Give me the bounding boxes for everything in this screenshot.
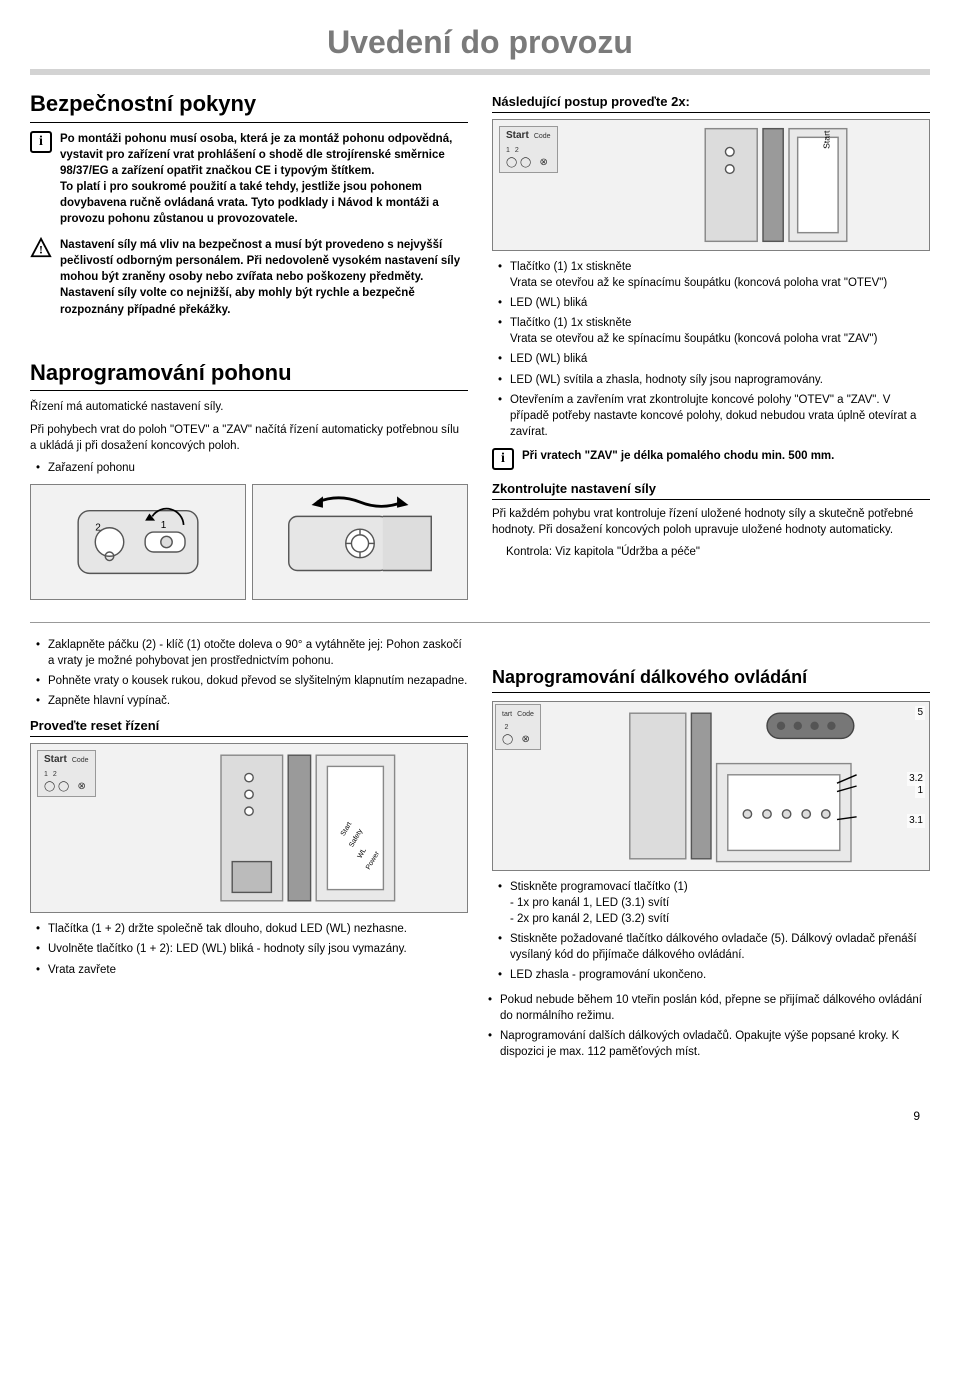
list-item: Tlačítko (1) 1x stiskněteVrata se otevřo… xyxy=(510,315,930,347)
engage-diagram-row: 2 1 xyxy=(30,484,468,600)
list-item: Zaklapněte páčku (2) - klíč (1) otočte d… xyxy=(48,637,468,669)
svg-text:!: ! xyxy=(39,243,43,257)
programming-heading: Naprogramování pohonu xyxy=(30,358,468,392)
right-column: Následující postup proveďte 2x: Start Co… xyxy=(492,85,930,608)
twice-info-box: i Při vratech "ZAV" je délka pomalého ch… xyxy=(492,448,930,470)
reset-steps: Tlačítka (1 + 2) držte společně tak dlou… xyxy=(30,921,468,977)
svg-text:2: 2 xyxy=(95,522,101,533)
safety-warn-text: Nastavení síly má vliv na bezpečnost a m… xyxy=(60,237,468,317)
mid-divider xyxy=(30,622,930,623)
remote-heading: Naprogramování dálkového ovládání xyxy=(492,665,930,693)
safety-heading: Bezpečnostní pokyny xyxy=(30,89,468,123)
info-icon: i xyxy=(30,131,52,153)
list-item: Tlačítko (1) 1x stiskněteVrata se otevřo… xyxy=(510,259,930,291)
reset-diagram: Start Code 1 2 ◯ ◯ ⊗ Power WL Safety Sta… xyxy=(30,743,468,913)
bottom-columns: Zaklapněte páčku (2) - klíč (1) otočte d… xyxy=(30,637,930,1068)
list-item: Uvolněte tlačítko (1 + 2): LED (WL) blik… xyxy=(48,941,468,957)
programming-intro1: Řízení má automatické nastavení síly. xyxy=(30,399,468,415)
programming-step1: Zařazení pohonu xyxy=(48,460,468,476)
force-p2: Kontrola: Viz kapitola "Údržba a péče" xyxy=(506,544,930,560)
list-item: Tlačítka (1 + 2) držte společně tak dlou… xyxy=(48,921,468,937)
list-item: Zapněte hlavní vypínač. xyxy=(48,693,468,709)
warning-icon: ! xyxy=(30,237,52,259)
after-diagram-steps: Zaklapněte páčku (2) - klíč (1) otočte d… xyxy=(30,637,468,709)
title-divider xyxy=(30,69,930,75)
list-item: Stiskněte programovací tlačítko (1) - 1x… xyxy=(510,879,930,927)
page-number: 9 xyxy=(30,1108,930,1125)
engage-diagram-2 xyxy=(252,484,468,600)
safety-warn-box: ! Nastavení síly má vliv na bezpečnost a… xyxy=(30,237,468,317)
left-column-bottom: Zaklapněte páčku (2) - klíč (1) otočte d… xyxy=(30,637,468,1068)
list-item: Vrata zavřete xyxy=(48,962,468,978)
remote-diagram: tart Code 2 ◯ ⊗ 5 3.2 1 3.1 xyxy=(492,701,930,871)
list-item: LED (WL) bliká xyxy=(510,351,930,367)
force-p1: Při každém pohybu vrat kontroluje řízení… xyxy=(492,506,930,538)
left-column: Bezpečnostní pokyny i Po montáži pohonu … xyxy=(30,85,468,608)
twice-steps: Tlačítko (1) 1x stiskněteVrata se otevřo… xyxy=(492,259,930,440)
remote-notes: Pokud nebude během 10 vteřin poslán kód,… xyxy=(492,992,930,1060)
list-item: LED (WL) bliká xyxy=(510,295,930,311)
remote-steps: Stiskněte programovací tlačítko (1) - 1x… xyxy=(492,879,930,984)
force-heading: Zkontrolujte nastavení síly xyxy=(492,480,930,500)
list-item: Stiskněte požadované tlačítko dálkového … xyxy=(510,931,930,963)
list-item: LED (WL) svítila a zhasla, hodnoty síly … xyxy=(510,372,930,388)
engage-diagram-1: 2 1 xyxy=(30,484,246,600)
list-item: Pokud nebude během 10 vteřin poslán kód,… xyxy=(500,992,930,1024)
safety-info-text: Po montáži pohonu musí osoba, která je z… xyxy=(60,131,468,228)
twice-info-text: Při vratech "ZAV" je délka pomalého chod… xyxy=(522,448,930,470)
right-column-bottom: Naprogramování dálkového ovládání tart C… xyxy=(492,637,930,1068)
programming-step1-list: Zařazení pohonu xyxy=(30,460,468,476)
list-item: Naprogramování dalších dálkových ovladač… xyxy=(500,1028,930,1060)
svg-text:Start: Start xyxy=(821,130,831,149)
twice-diagram: Start Code 1 2 ◯ ◯ ⊗ Start xyxy=(492,119,930,251)
top-columns: Bezpečnostní pokyny i Po montáži pohonu … xyxy=(30,85,930,608)
list-item: Otevřením a zavřením vrat zkontrolujte k… xyxy=(510,392,930,440)
page-title: Uvedení do provozu xyxy=(30,20,930,65)
programming-intro2: Při pohybech vrat do poloh "OTEV" a "ZAV… xyxy=(30,422,468,454)
svg-text:1: 1 xyxy=(161,520,167,531)
twice-heading: Následující postup proveďte 2x: xyxy=(492,93,930,113)
list-item: LED zhasla - programování ukončeno. xyxy=(510,967,930,983)
list-item: Pohněte vraty o kousek rukou, dokud přev… xyxy=(48,673,468,689)
safety-info-box: i Po montáži pohonu musí osoba, která je… xyxy=(30,131,468,228)
reset-heading: Proveďte reset řízení xyxy=(30,717,468,737)
info-icon: i xyxy=(492,448,514,470)
